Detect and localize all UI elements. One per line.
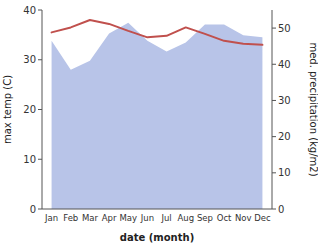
x-tick-label: Aug (177, 213, 194, 223)
y2-tick-label: 40 (278, 59, 291, 70)
y-tick (38, 159, 42, 160)
y-tick-label: 10 (23, 154, 36, 165)
y2-tick (272, 172, 276, 173)
x-tick-label: Feb (63, 213, 78, 223)
y-tick (38, 59, 42, 60)
x-tick-label: Oct (217, 213, 232, 223)
x-tick-label: Jul (160, 213, 171, 223)
temperature-line (52, 20, 263, 45)
y-tick (38, 10, 42, 11)
x-tick-label: Jan (44, 213, 58, 223)
chart: 0 10 20 30 40 0 10 20 30 40 50 Jan Feb MarAprMayJun Ju… (0, 0, 318, 247)
y2-tick (272, 100, 276, 101)
y-tick-label: 40 (23, 5, 36, 16)
x-tick-label: Sep (197, 213, 213, 223)
x-axis-line (42, 209, 272, 210)
y-tick (38, 209, 42, 210)
y2-tick-label: 30 (278, 95, 291, 106)
precipitation-area (52, 23, 263, 209)
y2-tick-label: 20 (278, 131, 291, 142)
y2-tick-label: 0 (278, 204, 284, 215)
x-tick-label: May (119, 213, 137, 223)
y2-tick (272, 136, 276, 137)
y-tick-label: 0 (30, 204, 36, 215)
y2-tick (272, 28, 276, 29)
y-tick-label: 30 (23, 54, 36, 65)
x-tick-label: Jun (140, 213, 154, 223)
y2-tick-label: 10 (278, 167, 291, 178)
y2-tick (272, 64, 276, 65)
plot-area (52, 20, 263, 209)
x-tick-label: Apr (102, 213, 117, 223)
y-axis-title: max temp (C) (2, 75, 13, 144)
y2-tick-label: 50 (278, 23, 291, 34)
x-tick-label: Nov (235, 213, 252, 223)
y2-axis-title: med. precipitation (kg/m2) (308, 42, 318, 176)
y2-axis-line (272, 10, 273, 209)
y-tick-label: 20 (23, 104, 36, 115)
x-tick-label: Mar (82, 213, 99, 223)
y2-tick (272, 209, 276, 210)
x-axis-title: date (month) (120, 232, 194, 243)
x-tick-label: Dec (254, 213, 271, 223)
y-tick (38, 109, 42, 110)
